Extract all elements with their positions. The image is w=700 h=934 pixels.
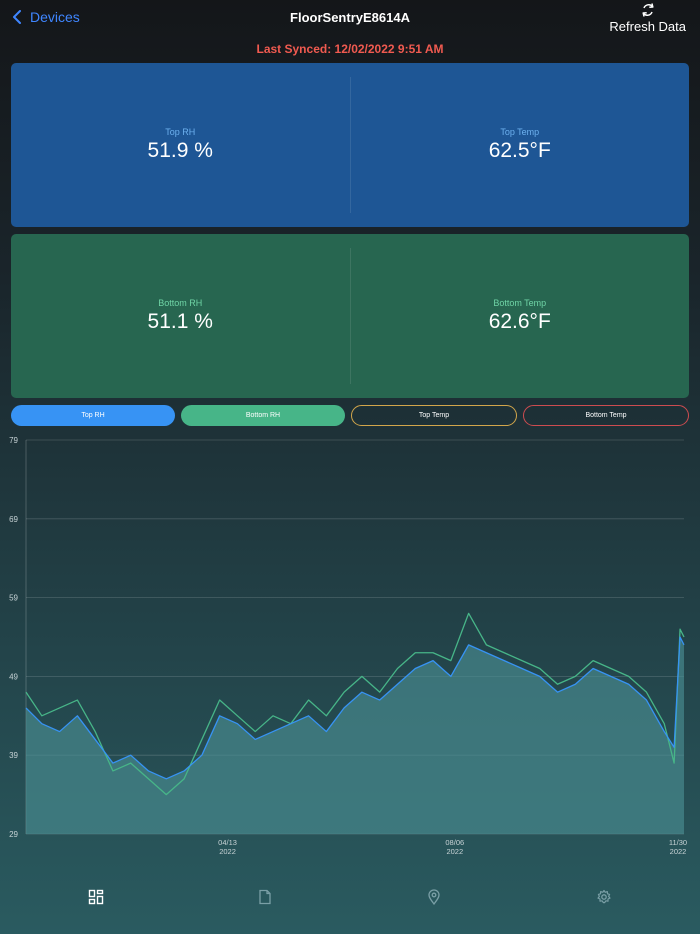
refresh-data-button[interactable]: Refresh Data xyxy=(609,2,686,34)
tab-dashboard[interactable] xyxy=(88,889,104,905)
tab-bar xyxy=(0,880,700,916)
y-tick-label: 49 xyxy=(9,672,18,681)
refresh-icon xyxy=(642,3,654,17)
area-fill xyxy=(26,637,684,834)
top-rh-label: Top RH xyxy=(165,127,196,137)
bottom-temp-label: Bottom Temp xyxy=(493,298,547,308)
series-line xyxy=(25,612,685,796)
top-temp-label: Top Temp xyxy=(500,127,540,137)
y-tick-label: 39 xyxy=(9,751,18,760)
chevron-left-icon xyxy=(13,10,21,24)
bottom-rh-cell: Bottom RH 51.1 % xyxy=(11,234,350,398)
location-pin-icon xyxy=(428,889,440,905)
tab-location[interactable] xyxy=(426,889,442,905)
bottom-sensor-card: Bottom RH 51.1 % Bottom Temp 62.6°F xyxy=(11,234,689,398)
document-icon xyxy=(259,889,271,905)
back-button-label: Devices xyxy=(30,9,80,25)
bottom-rh-label: Bottom RH xyxy=(158,298,203,308)
refresh-data-label: Refresh Data xyxy=(609,19,686,34)
tab-settings[interactable] xyxy=(596,889,612,905)
toggle-bottom-temp[interactable]: Bottom Temp xyxy=(523,405,689,426)
last-synced-text: Last Synced: 12/02/2022 9:51 AM xyxy=(256,42,444,56)
gear-icon xyxy=(597,889,611,904)
tab-reports[interactable] xyxy=(257,889,273,905)
series-line xyxy=(25,636,685,780)
top-rh-cell: Top RH 51.9 % xyxy=(11,63,350,227)
y-tick-label: 79 xyxy=(9,436,18,445)
x-tick-year-label: 2022 xyxy=(670,847,687,856)
top-sensor-card: Top RH 51.9 % Top Temp 62.5°F xyxy=(11,63,689,227)
top-rh-value: 51.9 % xyxy=(147,139,213,162)
dashboard-grid-icon xyxy=(88,889,104,905)
y-tick-label: 59 xyxy=(9,594,18,603)
card-divider xyxy=(349,248,351,384)
bottom-temp-value: 62.6°F xyxy=(488,310,551,333)
x-tick-year-label: 2022 xyxy=(219,847,236,856)
bottom-temp-cell: Bottom Temp 62.6°F xyxy=(351,234,690,398)
back-button[interactable]: Devices xyxy=(12,9,80,25)
top-temp-value: 62.5°F xyxy=(488,139,551,162)
x-tick-label: 11/30 xyxy=(669,838,687,847)
navigation-bar: Devices FloorSentryE8614A Refresh Data xyxy=(0,0,700,40)
x-tick-label: 04/13 xyxy=(218,838,237,847)
x-tick-label: 08/06 xyxy=(445,838,464,847)
toggle-top-temp[interactable]: Top Temp xyxy=(351,405,517,426)
page-title: FloorSentryE8614A xyxy=(290,10,410,25)
x-tick-year-label: 2022 xyxy=(446,847,463,856)
card-divider xyxy=(349,77,351,213)
toggle-top-rh[interactable]: Top RH xyxy=(11,405,175,426)
toggle-bottom-rh[interactable]: Bottom RH xyxy=(181,405,345,426)
bottom-rh-value: 51.1 % xyxy=(147,310,213,333)
top-temp-cell: Top Temp 62.5°F xyxy=(351,63,690,227)
y-tick-label: 29 xyxy=(9,830,18,839)
series-toggle-bar: Top RH Bottom RH Top Temp Bottom Temp xyxy=(11,405,689,426)
y-tick-label: 69 xyxy=(9,515,18,524)
